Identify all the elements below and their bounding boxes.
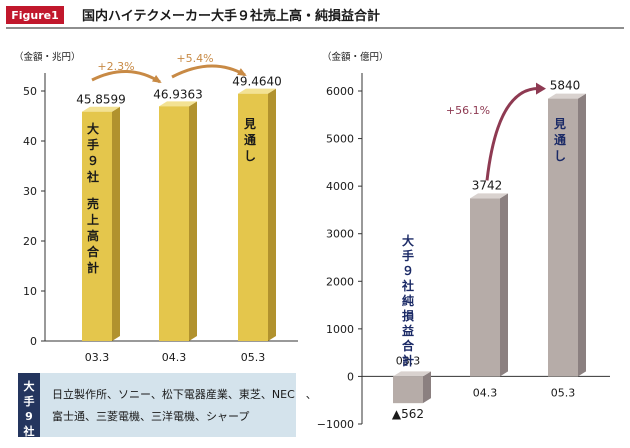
right-bar-04.3-top — [470, 193, 508, 199]
left-bar-05.3-top — [238, 88, 276, 94]
footer-tag-text: 大手 9 社 — [23, 379, 35, 438]
right-growth-arrow — [485, 87, 543, 181]
right-growth-arrow-head — [536, 82, 546, 95]
footer-companies-line2: 富士通、三菱電機、三洋電機、シャープ — [52, 409, 249, 423]
figure-badge-text: Figure1 — [11, 9, 59, 22]
footer-tag-box — [18, 373, 40, 437]
left-tick-label: 20 — [23, 235, 37, 248]
right-value-label: 3742 — [472, 178, 503, 192]
right-tick-label: 3000 — [326, 228, 354, 241]
footer-background — [18, 373, 296, 437]
figure-title: 国内ハイテクメーカー大手９社売上高・純損益合計 — [82, 8, 380, 24]
left-tick-label: 50 — [23, 85, 37, 98]
left-category-label: 03.3 — [85, 351, 110, 364]
figure-header: Figure1 国内ハイテクメーカー大手９社売上高・純損益合計 — [6, 6, 624, 29]
left-bar-05.3-side — [268, 88, 276, 342]
right-value-label: 5840 — [550, 79, 581, 93]
right-bar-03.3-side — [423, 371, 431, 404]
right-bar-03.3-top — [393, 371, 431, 377]
left-bar-03.3-top — [82, 106, 120, 112]
right-forecast-label: 見通し — [553, 116, 566, 163]
left-tick-label: 0 — [30, 335, 37, 348]
right-tick-label: 2000 — [326, 275, 354, 288]
left-growth-label: +2.3% — [97, 60, 134, 73]
left-bar-04.3 — [159, 106, 189, 341]
right-bar-05.3-top — [548, 93, 586, 99]
left-bar-04.3-side — [189, 101, 197, 341]
right-category-label: 05.3 — [551, 386, 576, 399]
right-category-label: 04.3 — [473, 386, 498, 399]
left-tick-label: 30 — [23, 185, 37, 198]
right-bar-03.3 — [393, 376, 423, 404]
right-tick-label: 1000 — [326, 323, 354, 336]
left-growth-label: +5.4% — [176, 52, 213, 65]
right-tick-label: 6000 — [326, 85, 354, 98]
left-unit-label: （金額・兆円） — [14, 51, 81, 63]
right-value-label: ▲562 — [392, 407, 424, 421]
right-bar-04.3 — [470, 198, 500, 377]
figure-badge — [6, 6, 64, 24]
right-tick-label: −1000 — [317, 418, 354, 431]
left-growth-arrow-1-head — [152, 75, 162, 84]
left-value-label: 49.4640 — [232, 75, 282, 89]
left-growth-arrow-1 — [91, 70, 161, 84]
right-tick-label: 0 — [347, 370, 354, 383]
left-tick-label: 10 — [23, 285, 37, 298]
right-bar-04.3-side — [500, 193, 508, 377]
left-chart: （金額・兆円） 0 10 20 30 40 50 45.8599 03.3 46.9363 04.… — [14, 51, 298, 364]
right-tick-label: 5000 — [326, 133, 354, 146]
right-tick-label: 4000 — [326, 180, 354, 193]
left-value-label: 46.9363 — [153, 87, 203, 101]
footer-companies-line1: 日立製作所、ソニー、松下電器産業、東芝、NEC 、 — [52, 387, 317, 401]
left-forecast-label: 見通し — [243, 116, 256, 163]
left-category-label: 05.3 — [241, 351, 266, 364]
left-growth-arrow-2-head — [237, 68, 247, 76]
left-value-label: 45.8599 — [76, 93, 126, 107]
left-tick-label: 40 — [23, 135, 37, 148]
right-chart: （金額・億円） −1000 0 1000 2000 3000 4000 5000 6000 03… — [317, 51, 610, 431]
right-bar-05.3-side — [578, 93, 586, 377]
right-growth-label: +56.1% — [446, 104, 490, 117]
left-bar-03.3-side — [112, 106, 120, 341]
left-vertical-label: 大手９社売上高合計 — [86, 121, 100, 275]
right-vertical-label: 大手９社純損益合計 — [401, 233, 415, 368]
right-unit-label: （金額・億円） — [322, 51, 389, 63]
left-bar-03.3 — [82, 111, 112, 341]
right-category-label: 03.3 — [396, 354, 421, 367]
left-category-label: 04.3 — [162, 351, 187, 364]
company-footer: 日立製作所、ソニー、松下電器産業、東芝、NEC 、 富士通、三菱電機、三洋電機、… — [18, 373, 317, 438]
left-bar-05.3 — [238, 93, 268, 342]
left-bar-04.3-top — [159, 101, 197, 107]
right-bar-05.3 — [548, 98, 578, 377]
